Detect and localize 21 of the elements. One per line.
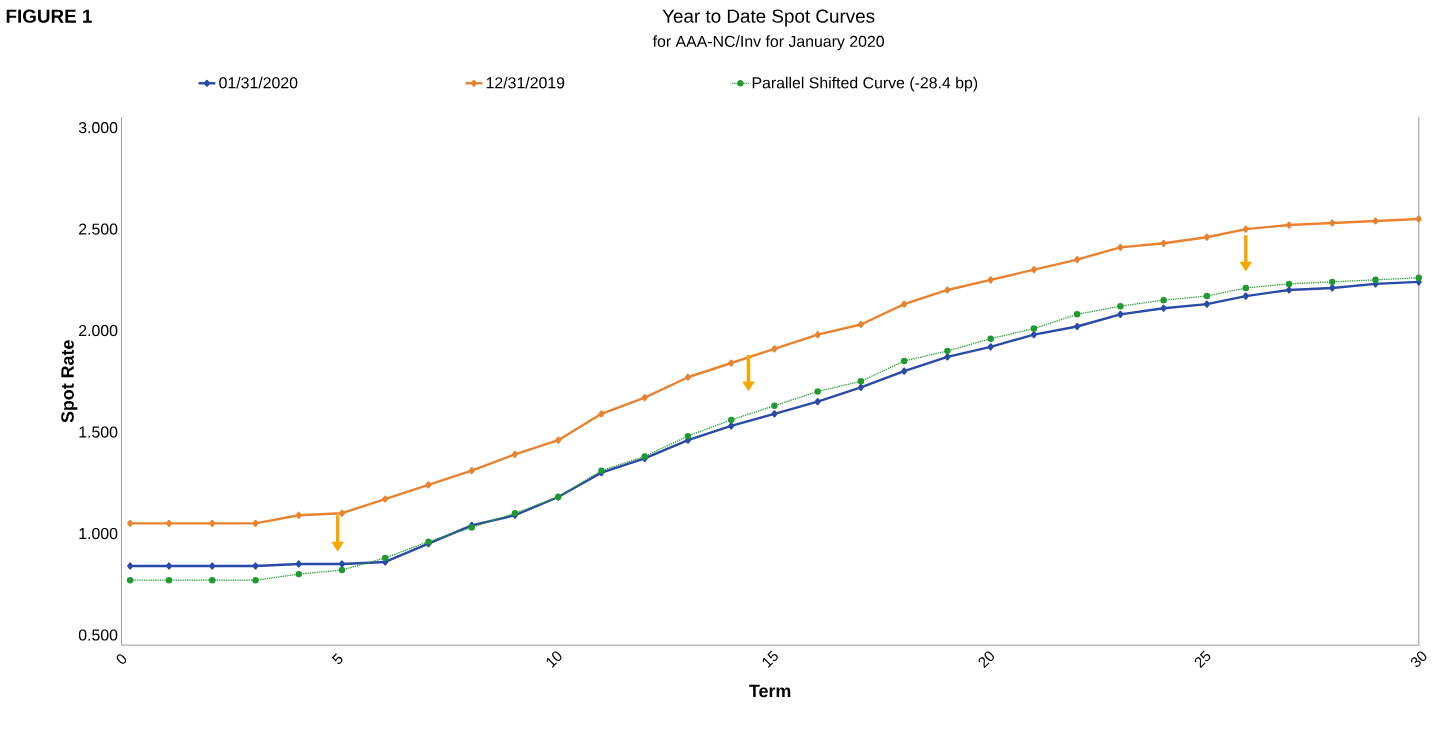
x-tick-label: 0 [116,654,127,664]
y-tick-label: 0.500 [78,629,118,641]
x-tick-label: 10 [546,651,562,668]
legend-label: Parallel Shifted Curve (-28.4 bp) [752,76,978,92]
caption: FIGURE 1 [6,9,92,23]
legend-label: 01/31/2020 [219,76,298,89]
legend-label: 12/31/2019 [486,76,565,89]
x-tick-label: 30 [1410,651,1427,668]
chart-subtitle: for AAA-NC/Inv for January 2020 [652,35,884,51]
y-axis-title: Spot Rate [61,340,78,423]
x-tick-label: 25 [1194,650,1211,669]
y-tick-label: 1.000 [79,528,118,540]
chart-title: Year to Date Spot Curves [662,9,875,27]
y-tick-label: 3.000 [78,122,118,134]
y-tick-label: 2.000 [79,325,118,337]
x-axis-title: Term [749,684,791,698]
x-tick-label: 15 [762,650,778,668]
y-tick-label: 2.500 [79,223,118,235]
x-tick-label: 5 [331,653,343,665]
y-tick-label: 1.500 [79,426,118,438]
x-tick-label: 20 [978,651,994,669]
